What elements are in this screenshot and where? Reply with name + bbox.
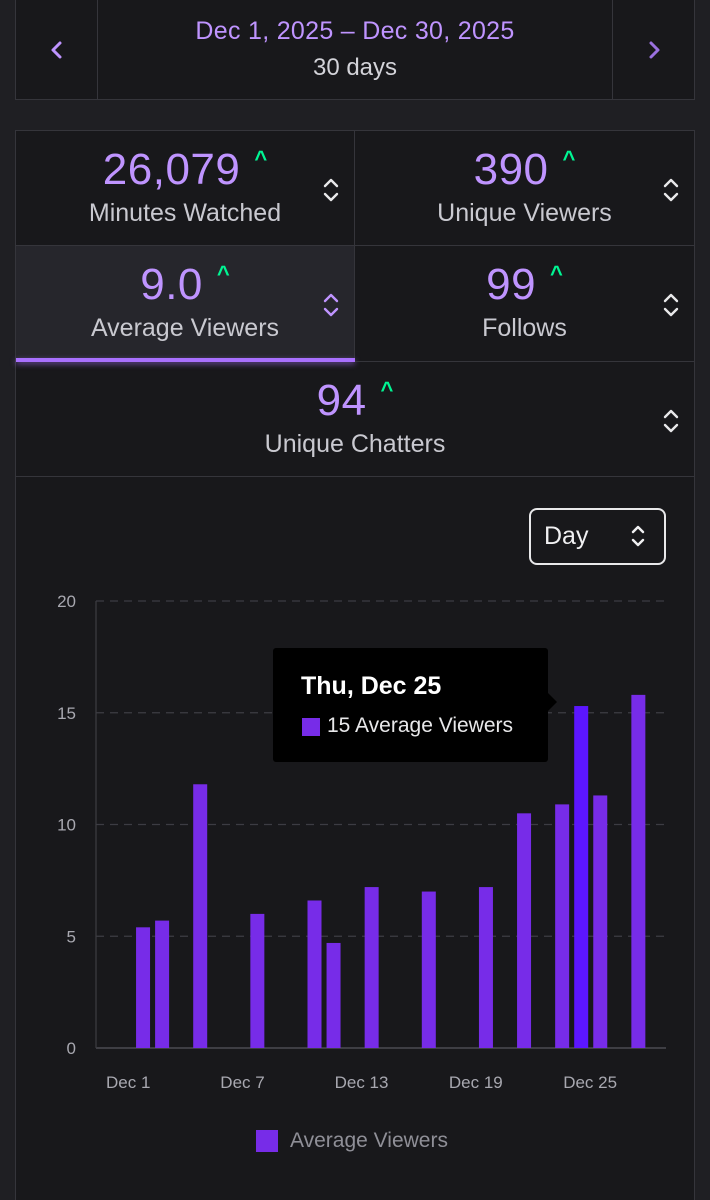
stat-card-minutes-watched[interactable]: 26,079 ^ Minutes Watched — [16, 131, 355, 246]
bars — [136, 694, 646, 1048]
sort-toggle-icon[interactable] — [662, 408, 680, 434]
bar-dec-12 — [326, 942, 341, 1048]
stat-card-unique-viewers[interactable]: 390 ^ Unique Viewers — [355, 131, 694, 246]
chart-panel: 0 5 10 15 20 Dec 1 Dec 7 Dec 13 Dec 19 Dec 25 Da… — [15, 477, 695, 1200]
stat-value: 390 — [473, 145, 549, 194]
y-tick-label: 15 — [57, 704, 76, 723]
bar-dec-25 — [574, 706, 589, 1048]
bar-dec-22 — [517, 813, 532, 1048]
stat-value: 26,079 — [102, 145, 241, 194]
trend-up-icon: ^ — [216, 261, 230, 286]
stat-card-follows[interactable]: 99 ^ Follows — [355, 246, 694, 362]
stat-label: Minutes Watched — [88, 199, 282, 227]
stat-label: Unique Viewers — [437, 199, 612, 227]
bar-dec-14 — [364, 887, 379, 1048]
tooltip-value: 15 Average Viewers — [327, 714, 514, 737]
x-axis-ticks: Dec 1 Dec 7 Dec 13 Dec 19 Dec 25 — [106, 1073, 617, 1092]
y-tick-label: 10 — [57, 816, 76, 835]
stat-label: Follows — [482, 314, 567, 342]
select-toggle-icon — [631, 525, 645, 547]
date-range-navigator: Dec 1, 2025 – Dec 30, 2025 30 days — [15, 0, 695, 100]
previous-period-button[interactable] — [16, 0, 98, 99]
chevron-right-icon — [649, 41, 659, 58]
sort-toggle-icon[interactable] — [662, 292, 680, 318]
date-range-length: 30 days — [312, 54, 398, 81]
tooltip-swatch — [302, 718, 320, 736]
tooltip-title: Thu, Dec 25 — [301, 672, 442, 700]
y-axis-ticks: 0 5 10 15 20 — [57, 592, 76, 1058]
bar-dec-28 — [631, 694, 646, 1048]
stat-card-average-viewers[interactable]: 9.0 ^ Average Viewers — [16, 246, 355, 362]
bar-dec-20 — [478, 887, 493, 1048]
next-period-button[interactable] — [612, 0, 694, 99]
chevron-left-icon — [51, 41, 61, 58]
sort-toggle-icon[interactable] — [662, 177, 680, 203]
stat-value: 94 — [316, 376, 367, 425]
stat-value: 9.0 — [140, 260, 203, 309]
granularity-select[interactable]: Day — [529, 508, 666, 565]
x-tick-label: Dec 25 — [563, 1073, 617, 1092]
bar-dec-26 — [593, 795, 608, 1048]
bar-dec-11 — [307, 900, 322, 1048]
trend-up-icon: ^ — [380, 377, 394, 402]
average-viewers-chart: 0 5 10 15 20 Dec 1 Dec 7 Dec 13 Dec 19 Dec 25 — [57, 592, 666, 1092]
bar-dec-5 — [193, 784, 208, 1048]
bar-dec-3 — [155, 920, 170, 1048]
legend-label: Average Viewers — [290, 1129, 448, 1152]
y-tick-label: 0 — [67, 1039, 76, 1058]
x-tick-label: Dec 13 — [335, 1073, 389, 1092]
date-range-text: Dec 1, 2025 – Dec 30, 2025 — [195, 17, 515, 45]
y-tick-label: 5 — [67, 927, 76, 946]
bar-dec-24 — [555, 804, 570, 1048]
chart-legend[interactable]: Average Viewers — [256, 1129, 448, 1153]
chart-tooltip: Thu, Dec 25 15 Average Viewers — [273, 648, 557, 762]
legend-swatch — [256, 1130, 278, 1152]
stat-label: Average Viewers — [90, 314, 280, 342]
sort-toggle-icon[interactable] — [322, 292, 340, 318]
y-tick-label: 20 — [57, 592, 76, 611]
stat-card-unique-chatters[interactable]: 94 ^ Unique Chatters — [16, 362, 694, 477]
trend-up-icon: ^ — [562, 146, 576, 171]
trend-up-icon: ^ — [550, 261, 563, 286]
stat-value: 99 — [486, 260, 537, 309]
x-tick-label: Dec 7 — [220, 1073, 264, 1092]
bar-dec-8 — [250, 913, 265, 1048]
bar-dec-17 — [421, 891, 436, 1048]
stat-cards-grid: 26,079 ^ Minutes Watched 390 ^ Unique View… — [15, 130, 695, 477]
stat-label: Unique Chatters — [264, 430, 446, 458]
selected-indicator — [16, 358, 355, 362]
x-tick-label: Dec 1 — [106, 1073, 150, 1092]
sort-toggle-icon[interactable] — [322, 177, 340, 203]
granularity-value: Day — [544, 522, 589, 550]
bar-dec-2 — [136, 927, 151, 1048]
date-range-display[interactable]: Dec 1, 2025 – Dec 30, 2025 30 days — [98, 0, 612, 99]
x-tick-label: Dec 19 — [449, 1073, 503, 1092]
trend-up-icon: ^ — [254, 146, 268, 171]
